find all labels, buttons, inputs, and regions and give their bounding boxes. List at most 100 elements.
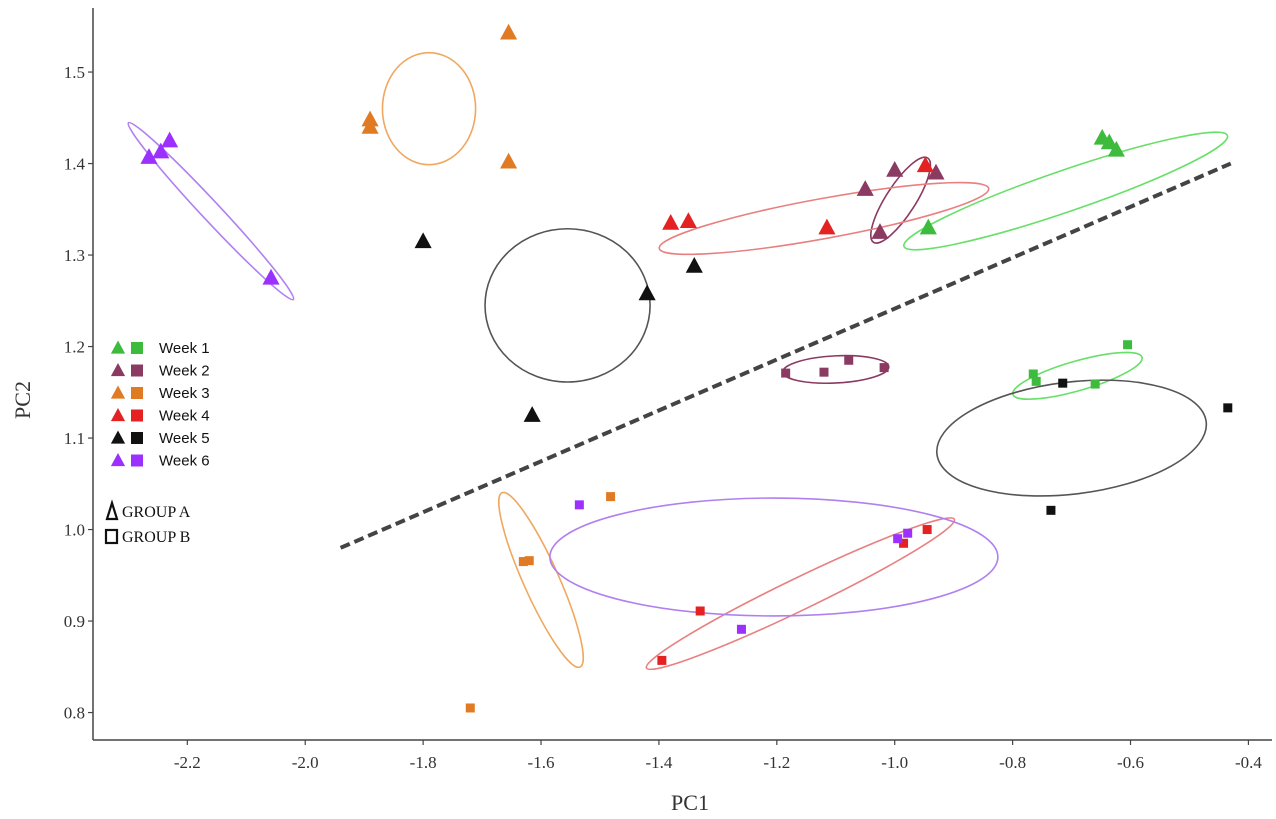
x-tick-label: -1.8	[410, 753, 437, 772]
legend: Week 1 Week 2 Week 3 Week 4 Week 5 Week 6 GROU…	[104, 340, 210, 546]
week-4-legend-label: Week 4	[159, 408, 210, 425]
week-3-legend-label: Week 3	[159, 385, 210, 402]
y-tick-label: 1.2	[64, 338, 85, 357]
week-6-group-b-ellipse	[549, 497, 999, 617]
x-tick-label: -1.4	[645, 753, 672, 772]
week-6-group-a-point	[262, 268, 280, 285]
week-1-group-a-point	[1107, 140, 1125, 157]
y-tick-label: 1.5	[64, 63, 85, 82]
week-4-group-b-point	[657, 655, 667, 665]
y-tick-label: 1.0	[64, 521, 85, 540]
week-1-legend-triangle	[110, 340, 126, 354]
x-tick-label: -1.6	[528, 753, 555, 772]
week-1-group-b-point	[1090, 379, 1100, 389]
y-tick-label: 1.4	[64, 155, 86, 174]
week-5-group-a-point	[414, 232, 432, 249]
week-2-legend-square	[131, 364, 143, 377]
week-2-group-b-point	[844, 355, 854, 365]
week-5-group-a-point	[523, 406, 541, 422]
group-b-legend-icon	[104, 528, 119, 545]
week-6-legend-triangle	[110, 453, 126, 467]
week-6-group-a-point	[161, 131, 179, 148]
week-1-group-a-point	[919, 218, 937, 235]
x-tick-label: -1.0	[881, 753, 908, 772]
group-a-legend-icon	[105, 499, 119, 521]
x-tick-label: -0.8	[999, 753, 1026, 772]
week-6-group-b-point	[574, 500, 584, 510]
week-5-legend-label: Week 5	[159, 430, 210, 447]
x-tick-label: -0.4	[1235, 753, 1262, 772]
week-6-legend-label: Week 6	[159, 453, 210, 470]
week-4-group-b-point	[899, 538, 909, 548]
week-3-group-b-point	[465, 703, 475, 713]
axes	[92, 8, 1272, 741]
week-4-legend-triangle	[110, 408, 126, 422]
week-6-group-a-point	[152, 142, 170, 159]
cluster-ellipses	[127, 51, 1229, 671]
group-a-legend-label: GROUP A	[122, 504, 191, 521]
week-3-group-b-point	[518, 557, 528, 567]
y-tick-label: 0.9	[64, 612, 85, 631]
week-5-group-b-point	[1223, 403, 1233, 413]
y-tick-label: 1.1	[64, 429, 85, 448]
week-1-legend-label: Week 1	[159, 340, 210, 357]
week-4-group-a-point	[916, 156, 934, 173]
week-2-legend-triangle	[110, 363, 126, 377]
data-points	[140, 23, 1233, 713]
week-6-legend-square	[131, 454, 143, 467]
y-tick-label: 1.3	[64, 246, 85, 265]
week-3-group-b-point	[606, 492, 616, 502]
week-3-group-a-point	[500, 152, 518, 169]
week-2-group-b-point	[879, 363, 889, 373]
week-5-group-a-point	[685, 257, 703, 273]
week-6-group-b-point	[893, 534, 903, 544]
week-1-group-b-point	[1031, 376, 1041, 386]
week-2-group-a-point	[871, 223, 889, 239]
week-4-group-a-point	[679, 212, 697, 228]
week-2-group-a-point	[886, 160, 904, 177]
week-1-group-b-point	[1123, 340, 1133, 350]
x-tick-label: -0.6	[1117, 753, 1144, 772]
week-4-group-b-point	[695, 606, 705, 616]
separator-dashed-line	[339, 161, 1232, 550]
x-tick-label: -2.0	[292, 753, 319, 772]
week-6-group-b-point	[903, 528, 913, 538]
x-axis-title: PC1	[671, 790, 709, 815]
week-4-group-b-ellipse	[645, 517, 956, 671]
week-6-group-b-point	[736, 624, 746, 634]
week-5-group-a-ellipse	[484, 227, 651, 383]
week-5-legend-square	[131, 432, 143, 444]
week-2-group-b-point	[781, 368, 791, 378]
week-3-legend-triangle	[110, 385, 126, 399]
week-5-group-b-point	[1046, 505, 1056, 515]
week-6-group-a-ellipse	[127, 121, 295, 301]
week-1-legend-square	[131, 342, 143, 354]
week-2-group-a-point	[927, 163, 945, 180]
group-b-legend-label: GROUP B	[122, 529, 190, 546]
week-1-group-a-point	[1100, 133, 1118, 150]
y-tick-label: 0.8	[64, 704, 85, 723]
x-tick-label: -2.2	[174, 753, 201, 772]
y-ticks: 0.8 0.9 1.0 1.1 1.2 1.3 1.4 1.5	[64, 63, 93, 723]
week-6-group-a-point	[140, 148, 158, 164]
week-3-group-a-point	[500, 23, 518, 40]
week-3-legend-square	[131, 387, 143, 399]
week-4-legend-square	[131, 409, 143, 422]
week-2-legend-label: Week 2	[159, 363, 210, 380]
week-1-group-a-ellipse	[903, 131, 1229, 251]
week-5-legend-triangle	[110, 430, 126, 444]
week-2-group-a-ellipse	[870, 156, 932, 244]
week-5-group-a-point	[638, 284, 656, 301]
week-4-group-a-ellipse	[658, 181, 990, 256]
week-4-group-b-point	[922, 525, 932, 535]
week-2-group-b-point	[819, 367, 829, 377]
week-1-group-b-point	[1028, 369, 1038, 379]
week-4-group-a-point	[662, 214, 680, 230]
week-3-group-b-point	[524, 556, 534, 566]
week-3-group-a-point	[361, 117, 379, 134]
week-4-group-a-point	[818, 218, 836, 235]
x-ticks: -2.2 -2.0 -1.8 -1.6 -1.4 -1.2 -1.0 -0.8 -0.6 -0.4	[174, 740, 1262, 772]
y-axis-title: PC2	[10, 381, 35, 419]
week-3-group-a-ellipse	[381, 51, 477, 166]
